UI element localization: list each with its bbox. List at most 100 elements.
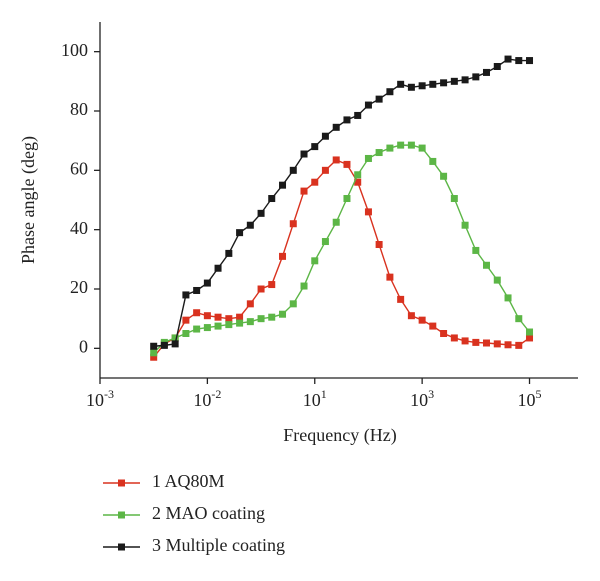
data-point (289, 300, 297, 308)
data-point (343, 195, 351, 203)
y-tick-label: 60 (70, 158, 88, 178)
data-point (160, 341, 168, 349)
data-point (386, 273, 394, 281)
data-point (193, 286, 201, 294)
data-point (246, 318, 254, 326)
data-point (268, 313, 276, 321)
data-point (193, 325, 201, 333)
data-point (493, 63, 501, 70)
data-point (311, 257, 319, 265)
data-point (407, 141, 415, 149)
legend-label: 1 AQ80M (152, 471, 225, 491)
data-point (440, 172, 448, 180)
data-point (450, 334, 458, 342)
data-point (482, 261, 490, 269)
data-point (182, 330, 190, 337)
data-point (343, 116, 351, 124)
y-tick-label: 0 (79, 336, 88, 356)
data-point (321, 132, 329, 140)
data-point (193, 309, 201, 317)
data-point (257, 315, 265, 323)
data-point (461, 337, 469, 345)
y-tick-label: 80 (70, 99, 88, 119)
data-point (504, 294, 512, 302)
data-point (407, 312, 415, 320)
data-point (418, 82, 426, 90)
data-point (225, 315, 233, 323)
data-point (354, 178, 362, 186)
data-point (203, 279, 211, 287)
data-point (203, 324, 211, 332)
data-point (203, 312, 211, 320)
y-tick-label: 40 (70, 218, 88, 238)
data-point (289, 166, 297, 174)
data-point (214, 313, 222, 321)
data-point (375, 149, 383, 157)
data-point (279, 252, 287, 260)
data-point (300, 150, 308, 158)
data-point (171, 340, 179, 348)
data-point (472, 338, 480, 346)
data-point (343, 160, 351, 168)
data-point (268, 195, 276, 203)
data-point (418, 316, 426, 324)
data-point (375, 241, 383, 248)
x-tick-label: 101 (303, 387, 327, 410)
x-tick-label: 10-3 (86, 387, 114, 410)
legend-marker (118, 511, 125, 519)
data-point (375, 95, 383, 103)
data-point (182, 291, 190, 299)
data-point (450, 195, 458, 203)
data-point (289, 220, 297, 228)
data-point (504, 341, 512, 349)
data-point (150, 342, 158, 350)
data-point (397, 141, 405, 149)
data-point (332, 123, 340, 131)
data-point (321, 238, 329, 246)
y-tick-label: 100 (61, 40, 88, 60)
data-point (236, 319, 244, 327)
x-tick-label: 103 (410, 387, 434, 410)
data-point (461, 76, 469, 84)
data-point (493, 340, 501, 348)
y-axis-label: Phase angle (deg) (18, 136, 39, 264)
data-point (311, 143, 319, 151)
x-axis-label: Frequency (Hz) (283, 425, 396, 446)
data-point (407, 83, 415, 91)
data-point (515, 315, 523, 323)
data-point (482, 68, 490, 76)
data-point (450, 77, 458, 85)
data-point (440, 79, 448, 87)
data-point (429, 157, 437, 165)
data-point (236, 229, 244, 237)
legend-label: 3 Multiple coating (152, 535, 285, 555)
data-point (236, 313, 244, 321)
data-point (257, 285, 265, 293)
data-point (504, 55, 512, 63)
data-point (472, 73, 480, 81)
data-point (246, 300, 254, 308)
data-point (279, 310, 287, 318)
data-point (279, 181, 287, 189)
y-tick-label: 20 (70, 277, 88, 297)
data-point (257, 209, 265, 217)
data-point (440, 330, 448, 337)
data-point (386, 88, 394, 96)
data-point (526, 328, 534, 336)
legend-label: 2 MAO coating (152, 503, 265, 523)
data-point (332, 156, 340, 164)
data-point (150, 353, 158, 361)
data-point (268, 281, 276, 289)
data-point (397, 295, 405, 303)
data-point (311, 178, 319, 186)
x-tick-label: 10-2 (193, 387, 221, 410)
data-point (526, 57, 534, 65)
data-point (150, 349, 158, 357)
data-point (429, 322, 437, 330)
data-point (364, 208, 372, 216)
legend-marker (118, 543, 125, 551)
data-point (300, 282, 308, 290)
data-point (461, 221, 469, 229)
x-tick-label: 105 (518, 387, 542, 410)
data-point (526, 334, 534, 342)
